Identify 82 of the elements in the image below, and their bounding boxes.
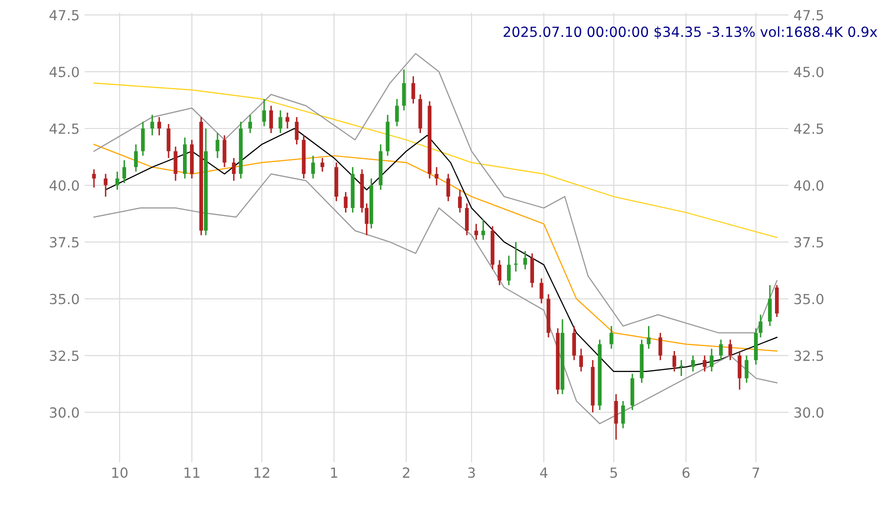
candlestick bbox=[465, 202, 469, 236]
candlestick bbox=[320, 157, 324, 172]
y-tick-label: 30.0 bbox=[50, 407, 79, 418]
candlestick bbox=[744, 354, 748, 384]
candlestick bbox=[157, 116, 162, 136]
candlestick bbox=[434, 166, 438, 186]
candlestick bbox=[216, 132, 220, 159]
candlestick bbox=[344, 191, 348, 214]
candlestick bbox=[395, 98, 399, 127]
y-tick-label: 37.5 bbox=[50, 237, 79, 248]
candlestick bbox=[248, 114, 252, 134]
y2-tick-label: 47.5 bbox=[794, 10, 824, 20]
x-tick-label: 12 bbox=[254, 467, 270, 478]
y-tick-label: 42.5 bbox=[50, 123, 79, 134]
candlestick bbox=[411, 76, 416, 104]
x-tick-label: 1 bbox=[331, 468, 338, 478]
candlestick bbox=[738, 350, 742, 390]
candlestick bbox=[540, 278, 544, 304]
candlestick bbox=[768, 284, 772, 327]
x-tick-label: 4 bbox=[540, 468, 548, 478]
x-tick-label: 2 bbox=[402, 467, 410, 478]
candlestick bbox=[122, 160, 126, 184]
line-series bbox=[93, 82, 778, 238]
candlestick bbox=[610, 325, 614, 350]
y2-tick-label: 42.5 bbox=[794, 123, 824, 134]
candlestick bbox=[232, 157, 236, 182]
x-tick-label: 5 bbox=[610, 468, 617, 478]
y-tick-label: 32.5 bbox=[50, 350, 79, 362]
candlestick bbox=[702, 354, 706, 372]
candlestick bbox=[728, 338, 732, 361]
x-tick-label: 7 bbox=[752, 468, 760, 478]
y-tick-label: 40.0 bbox=[50, 180, 79, 191]
y2-tick-label: 40.0 bbox=[794, 180, 824, 191]
candlestick bbox=[710, 348, 714, 372]
candlestick bbox=[614, 393, 618, 440]
candlestick bbox=[311, 155, 315, 180]
y-tick-label: 35.0 bbox=[50, 294, 79, 304]
candlestick bbox=[402, 68, 406, 112]
line-series bbox=[93, 173, 778, 424]
candlestick bbox=[446, 173, 450, 202]
y2-tick-label: 37.5 bbox=[794, 237, 824, 248]
candlestick bbox=[498, 260, 502, 286]
candlestick bbox=[691, 354, 695, 372]
x-tick-label: 3 bbox=[468, 467, 475, 478]
candlestick bbox=[579, 348, 583, 372]
candlestick bbox=[115, 170, 120, 190]
candlestick bbox=[481, 218, 486, 240]
candlestick bbox=[572, 325, 576, 361]
candlestick bbox=[294, 116, 299, 146]
candlestick bbox=[458, 189, 462, 214]
line-series bbox=[93, 53, 778, 334]
x-tick-label: 11 bbox=[184, 468, 200, 478]
candlestick bbox=[141, 120, 145, 156]
y-tick-label: 45.0 bbox=[50, 66, 79, 78]
candlestick bbox=[672, 350, 676, 372]
candlestick bbox=[92, 168, 96, 188]
candlestick bbox=[174, 146, 178, 182]
y2-tick-label: 30.0 bbox=[794, 407, 824, 418]
x-tick-label: 6 bbox=[682, 467, 690, 478]
candlestick bbox=[286, 112, 290, 130]
candlestick bbox=[104, 173, 108, 198]
y2-tick-label: 35.0 bbox=[794, 294, 824, 304]
candlestick bbox=[222, 134, 226, 168]
candlestick bbox=[269, 105, 273, 134]
candlestick bbox=[278, 110, 282, 134]
y2-tick-label: 45.0 bbox=[794, 66, 824, 78]
line-series bbox=[93, 144, 778, 352]
candlestick bbox=[758, 314, 762, 338]
candlestick bbox=[719, 338, 723, 361]
y-tick-label: 47.5 bbox=[50, 10, 79, 20]
candlestick bbox=[134, 144, 138, 172]
candlestick bbox=[506, 254, 511, 286]
annotation: 2025.07.10 00:00:00 $34.35 -3.13% vol:1688.4K 0.9x bbox=[504, 26, 878, 39]
candlestick bbox=[474, 223, 478, 240]
candlestick bbox=[262, 98, 266, 127]
candlestick bbox=[364, 202, 369, 236]
candlestick bbox=[150, 114, 154, 136]
candlestick bbox=[658, 332, 662, 361]
x-tick-label: 10 bbox=[112, 467, 128, 478]
candlestick bbox=[621, 400, 625, 429]
y2-tick-label: 32.5 bbox=[794, 350, 824, 362]
candlestick bbox=[166, 123, 170, 159]
